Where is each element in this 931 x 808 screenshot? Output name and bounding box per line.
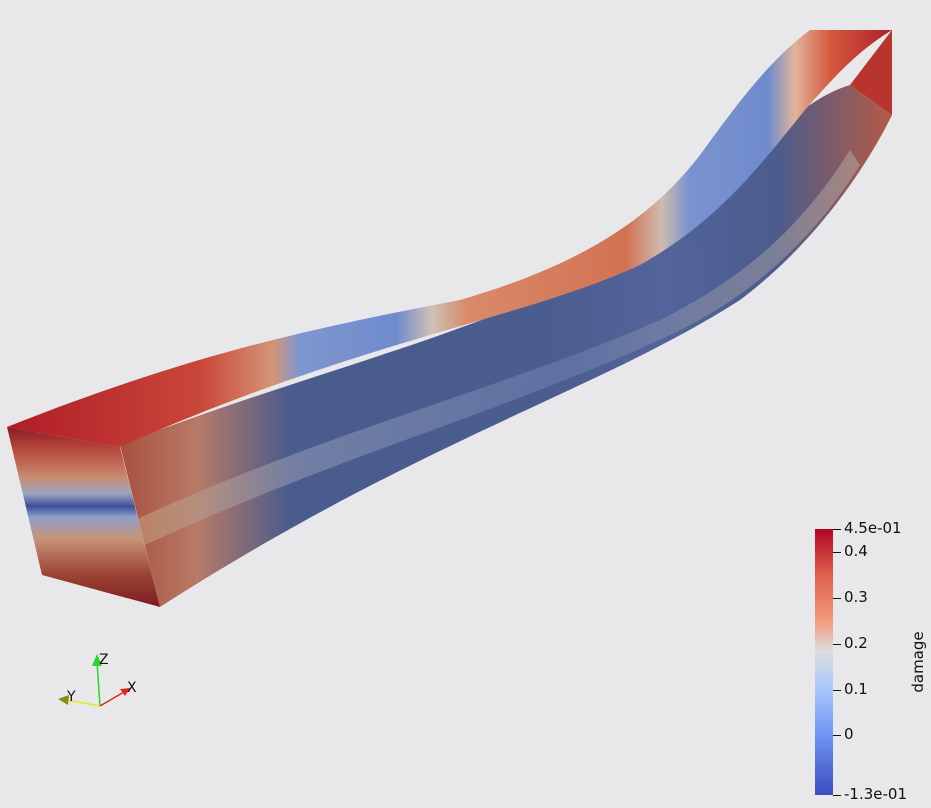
axis-label-y: Y bbox=[66, 689, 76, 705]
axis-label-z: Z bbox=[99, 652, 109, 668]
scalar-bar-tick-label-mark bbox=[833, 735, 841, 736]
scalar-bar-tick-label: 0.2 bbox=[844, 634, 868, 652]
orientation-axes: Z X Y bbox=[58, 652, 137, 707]
scalar-bar-tick-label: 0.3 bbox=[844, 588, 868, 606]
scalar-bar-title: damage bbox=[909, 631, 927, 693]
scalar-bar-tick-label-mark bbox=[833, 552, 841, 553]
scalar-bar-tick-label: 0.4 bbox=[844, 542, 868, 560]
beam-side-face bbox=[120, 85, 892, 607]
beam-top-face bbox=[7, 30, 892, 447]
beam-far-end bbox=[850, 30, 892, 115]
scalar-bar-tick-label: 0 bbox=[844, 725, 854, 743]
scalar-bar-max-label-mark bbox=[833, 529, 841, 530]
axis-label-x: X bbox=[127, 680, 137, 696]
scalar-bar-tick-label-mark bbox=[833, 690, 841, 691]
scalar-bar-tick-label-mark bbox=[833, 598, 841, 599]
scalar-bar-min-label-mark bbox=[833, 795, 841, 796]
scalar-bar-min-label: -1.3e-01 bbox=[844, 785, 907, 803]
beam-side-band bbox=[135, 150, 860, 545]
scalar-bar-max-label: 4.5e-01 bbox=[844, 519, 902, 537]
y-axis-arrow-icon bbox=[58, 695, 69, 705]
scalar-bar bbox=[815, 529, 833, 795]
beam-end-face bbox=[7, 427, 160, 607]
z-axis-arrow-icon bbox=[92, 654, 102, 666]
scalar-bar-tick-label-mark bbox=[833, 644, 841, 645]
scalar-bar-tick-label: 0.1 bbox=[844, 680, 868, 698]
x-axis-arrow-icon bbox=[120, 688, 130, 696]
